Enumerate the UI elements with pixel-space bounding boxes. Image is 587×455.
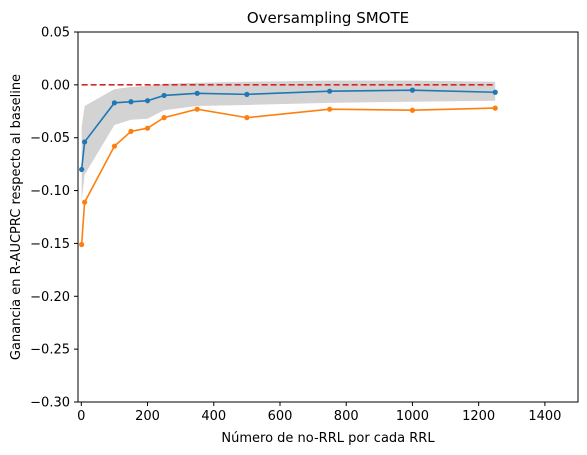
tick-layer: 0 200 400 600 800 1000 1200 1400 −0.30 −0.25 −0.20… [30, 26, 561, 425]
data-point [79, 166, 85, 173]
confidence-band [81, 80, 496, 202]
data-point [111, 100, 118, 106]
data-point [409, 87, 416, 93]
data-point [194, 90, 200, 96]
series-layer [79, 87, 498, 248]
data-point [244, 115, 250, 121]
data-point [327, 88, 333, 94]
data-point [409, 107, 416, 113]
x-tick-label: 0 [77, 409, 85, 424]
series-1 [79, 87, 498, 173]
data-point [82, 139, 88, 145]
y-tick-label: −0.30 [30, 396, 70, 411]
y-tick-label: −0.05 [30, 131, 70, 146]
data-point [492, 89, 498, 95]
x-tick-label: 400 [201, 409, 226, 424]
y-axis-label: Ganancia en R-AUCPRC respecto al baselin… [9, 74, 24, 360]
data-point [161, 92, 167, 99]
x-tick-label: 1000 [396, 409, 429, 424]
plot-frame [77, 31, 579, 403]
data-point [144, 98, 151, 104]
data-point [128, 99, 134, 105]
data-point [111, 143, 118, 149]
x-tick-label: 1400 [528, 409, 561, 424]
data-point [327, 106, 333, 112]
data-point [194, 106, 200, 112]
y-tick-label: −0.20 [30, 290, 70, 305]
y-tick-label: 0.00 [41, 78, 70, 93]
data-point [244, 91, 250, 97]
y-tick-label: −0.25 [30, 343, 70, 358]
data-point [82, 199, 88, 205]
x-tick-label: 200 [135, 409, 160, 424]
chart-title: Oversampling SMOTE [247, 9, 409, 27]
y-tick-label: −0.15 [30, 237, 70, 252]
data-point [79, 241, 85, 248]
data-point [128, 128, 134, 134]
data-point [161, 115, 167, 121]
band-layer [81, 80, 496, 202]
y-tick-label: −0.10 [30, 184, 70, 199]
x-tick-label: 800 [334, 409, 359, 424]
y-tick-label: 0.05 [41, 26, 70, 41]
series-2 [79, 105, 498, 248]
data-point [144, 125, 151, 131]
data-point [492, 105, 498, 111]
x-tick-label: 600 [268, 409, 293, 424]
x-axis-label: Número de no-RRL por cada RRL [221, 431, 435, 446]
x-tick-label: 1200 [462, 409, 495, 424]
